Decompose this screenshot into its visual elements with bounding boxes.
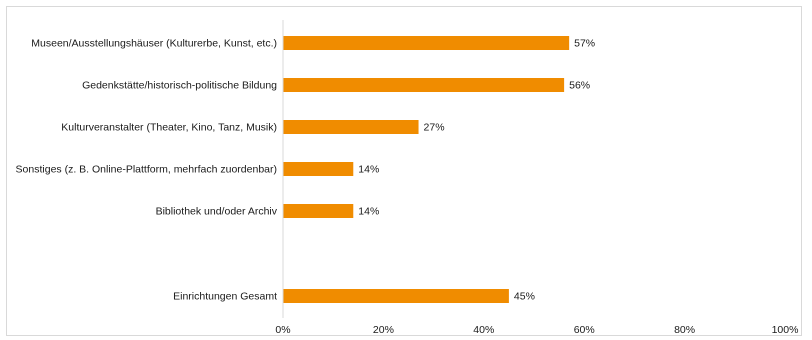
x-tick-label: 100% <box>772 324 799 336</box>
bar <box>283 36 570 50</box>
bar <box>283 289 509 303</box>
category-label: Sonstiges (z. B. Online-Plattform, mehrf… <box>16 164 277 176</box>
category-labels: Museen/Ausstellungshäuser (Kulturerbe, K… <box>16 38 278 303</box>
bar <box>283 162 354 176</box>
category-label: Gedenkstätte/historisch-politische Bildu… <box>82 80 277 92</box>
value-label: 57% <box>574 38 595 50</box>
x-tick-label: 60% <box>574 324 595 336</box>
value-labels: 57% 56% 27% 14% 14% 45% <box>358 38 595 303</box>
x-tick-label: 80% <box>674 324 695 336</box>
category-label: Bibliothek und/oder Archiv <box>156 206 278 218</box>
value-label: 45% <box>514 291 535 303</box>
category-label: Museen/Ausstellungshäuser (Kulturerbe, K… <box>31 38 277 50</box>
value-label: 14% <box>358 164 379 176</box>
bars <box>283 36 570 303</box>
category-label: Kulturveranstalter (Theater, Kino, Tanz,… <box>61 122 277 134</box>
chart-frame <box>6 6 802 336</box>
value-label: 27% <box>424 122 445 134</box>
value-label: 14% <box>358 206 379 218</box>
bar <box>283 120 419 134</box>
x-tick-label: 40% <box>473 324 494 336</box>
value-label: 56% <box>569 80 590 92</box>
bar <box>283 78 565 92</box>
bar <box>283 204 354 218</box>
x-tick-label: 0% <box>275 324 290 336</box>
x-tick-labels: 0% 20% 40% 60% 80% 100% <box>275 324 798 336</box>
category-label: Einrichtungen Gesamt <box>173 291 277 303</box>
x-tick-label: 20% <box>373 324 394 336</box>
